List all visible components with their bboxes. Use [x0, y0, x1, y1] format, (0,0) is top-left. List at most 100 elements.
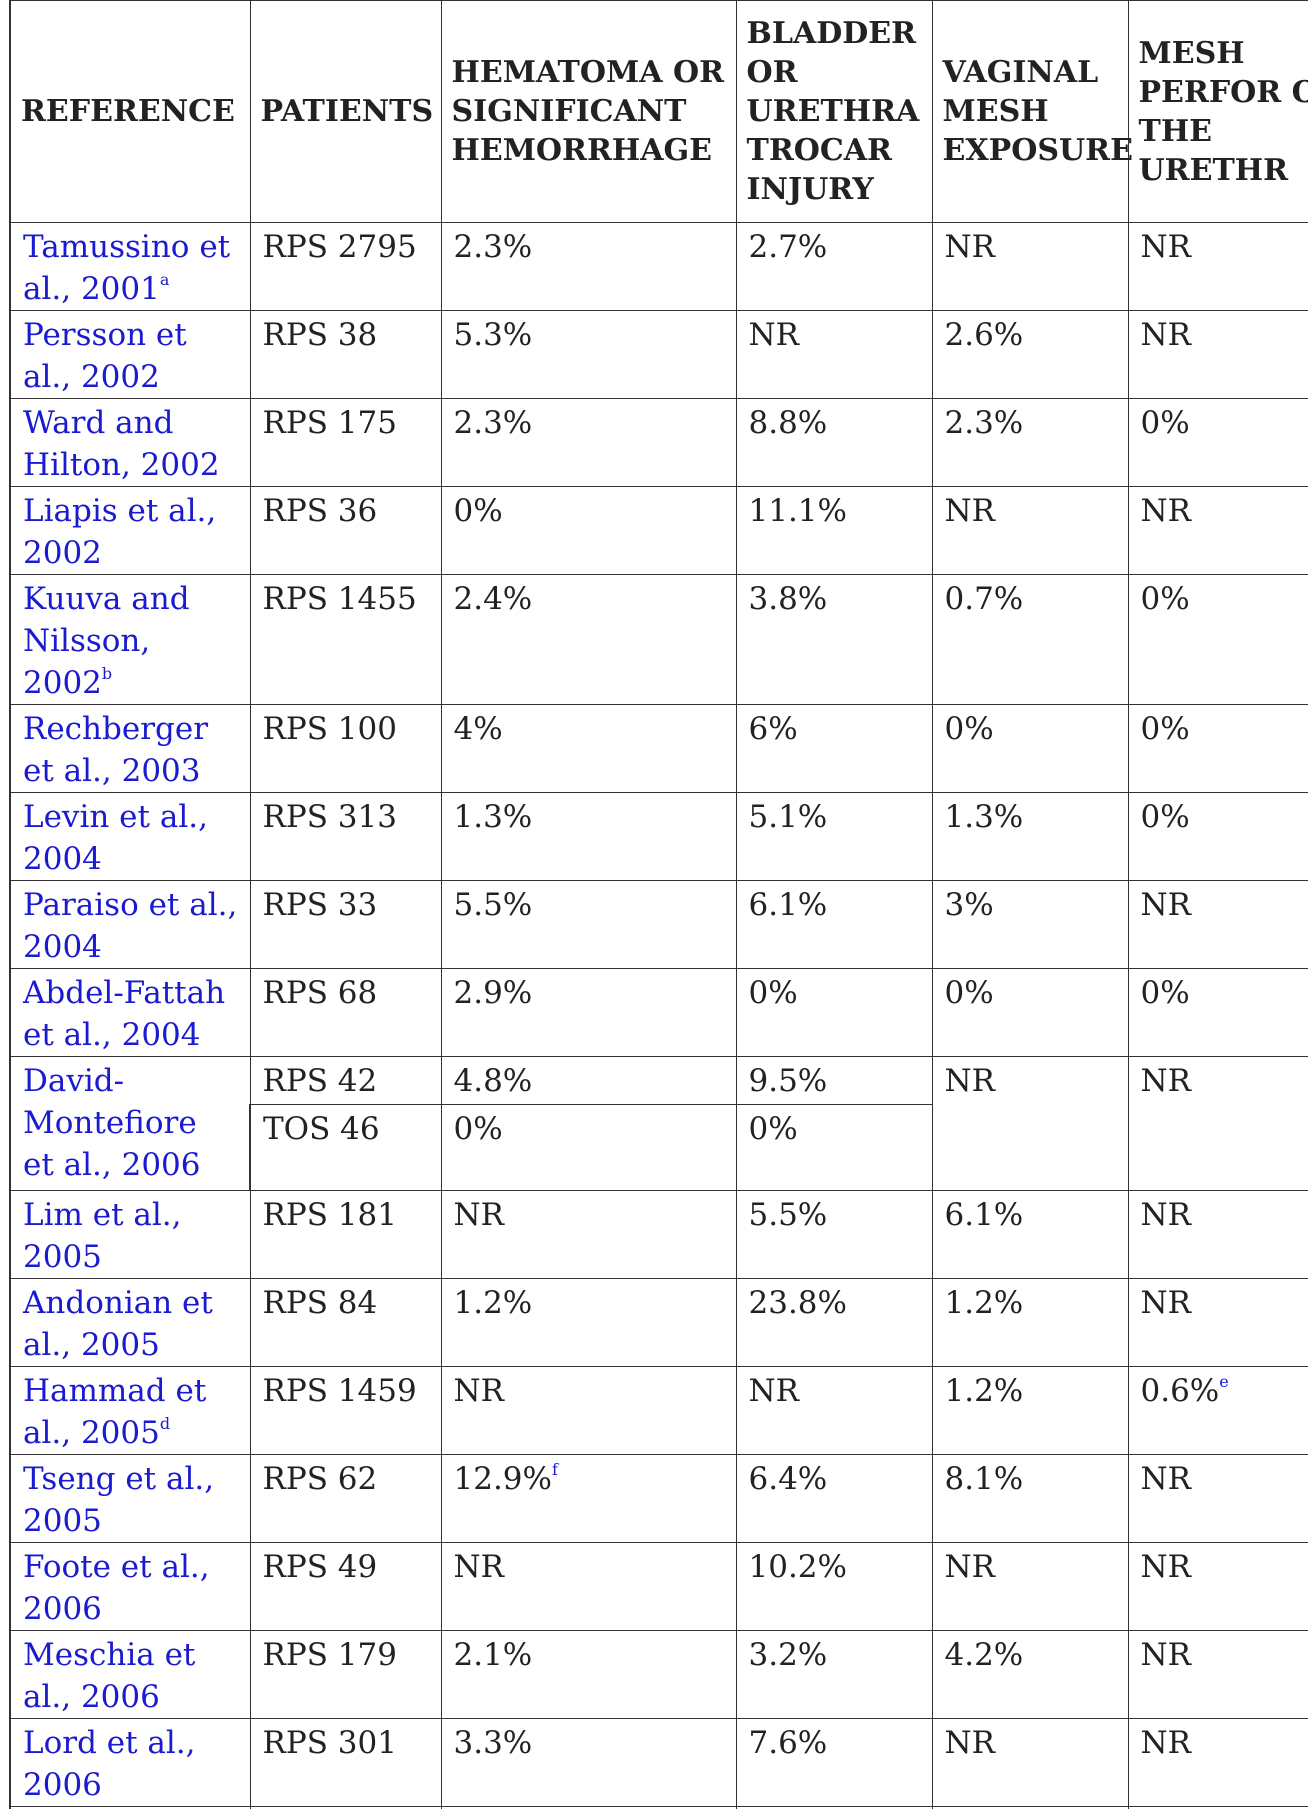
reference-cell: Lim et al., 2005	[9, 1190, 251, 1279]
exposure-cell: 0%	[931, 968, 1129, 1057]
trocar-value: 10.2%	[748, 1549, 847, 1585]
trocar-value: NR	[748, 317, 799, 353]
patients-cell: RPS 33	[249, 880, 442, 969]
patients-value: RPS 68	[262, 975, 378, 1011]
trocar-value: 5.1%	[748, 799, 828, 835]
reference-link[interactable]: Tamussino et al., 2001a	[23, 229, 231, 307]
trocar-value: NR	[748, 1373, 799, 1409]
header-mesh-exposure: VAGINAL MESH EXPOSURE	[931, 0, 1133, 223]
perforation-value: 0%	[1140, 405, 1190, 441]
table-row: Wang et al.,RPS 293.4%3.4%3.4%NR	[9, 1806, 1308, 1809]
perforation-cell: NR	[1127, 1278, 1308, 1367]
patients-cell: RPS 62	[249, 1454, 442, 1543]
reference-link[interactable]: Levin et al., 2004	[23, 799, 208, 877]
perforation-cell: NR	[1127, 1056, 1308, 1191]
patients-value: RPS 49	[262, 1549, 378, 1585]
table-body-continued: Lim et al., 2005 RPS 181 NR 5.5% 6.1% NR Andon…	[9, 1190, 1308, 1809]
exposure-cell: 3%	[931, 880, 1129, 969]
exposure-cell: NR	[931, 1542, 1129, 1631]
exposure-cell: 6.1%	[931, 1190, 1129, 1279]
exposure-cell: NR	[931, 1056, 1129, 1191]
table-row: Liapis et al., 2002 RPS 36 0% 11.1% NR NR	[9, 486, 1308, 575]
patients-value: RPS 36	[262, 493, 378, 529]
hemorrhage-cell: 5.5%	[440, 880, 737, 969]
reference-link[interactable]: Kuuva and Nilsson, 2002b	[23, 581, 190, 701]
reference-cell: Lord et al., 2006	[9, 1718, 251, 1807]
perforation-cell: 0.6%e	[1127, 1366, 1308, 1455]
exposure-value: NR	[944, 229, 995, 265]
exposure-value: NR	[944, 493, 995, 529]
exposure-cell: 2.3%	[931, 398, 1129, 487]
perforation-value: NR	[1140, 1197, 1191, 1233]
table-row: Lim et al., 2005 RPS 181 NR 5.5% 6.1% NR	[9, 1190, 1308, 1279]
perforation-value: 0%	[1140, 975, 1190, 1011]
reference-link[interactable]: Liapis et al., 2002	[23, 493, 217, 571]
exposure-cell: 1.2%	[931, 1366, 1129, 1455]
header-patients: PATIENTS	[249, 0, 442, 223]
hemorrhage-cell: 0%	[440, 1104, 737, 1191]
trocar-cell: 3.8%	[735, 574, 933, 705]
patients-cell: RPS 49	[249, 1542, 442, 1631]
trocar-cell: 2.7%	[735, 222, 933, 311]
reference-link[interactable]: David-Montefiore et al., 2006	[23, 1063, 201, 1183]
hemorrhage-value: 2.4%	[453, 581, 533, 617]
patients-value: RPS 313	[262, 799, 397, 835]
reference-cell: Abdel-Fattah et al., 2004	[9, 968, 251, 1057]
reference-link[interactable]: Abdel-Fattah et al., 2004	[23, 975, 226, 1053]
reference-link[interactable]: Lord et al., 2006	[23, 1725, 196, 1803]
exposure-cell: NR	[931, 222, 1129, 311]
perforation-cell: NR	[1127, 1718, 1308, 1807]
hemorrhage-cell: 2.9%	[440, 968, 737, 1057]
reference-link[interactable]: Lim et al., 2005	[23, 1197, 182, 1275]
footnote-marker[interactable]: e	[1219, 1372, 1229, 1391]
patients-cell: RPS 1459	[249, 1366, 442, 1455]
reference-cell: Tamussino et al., 2001a	[9, 222, 251, 311]
hemorrhage-value: 5.5%	[453, 887, 533, 923]
header-mesh-perforation: MESH PERFOR OF THE URETHR	[1127, 0, 1308, 223]
footnote-marker[interactable]: d	[159, 1414, 171, 1433]
patients-cell: RPS 42	[249, 1056, 442, 1105]
reference-link[interactable]: Hammad et al., 2005d	[23, 1373, 207, 1451]
hemorrhage-cell: 2.1%	[440, 1630, 737, 1719]
patients-cell: RPS 1455	[249, 574, 442, 705]
perforation-cell: NR	[1127, 1454, 1308, 1543]
table-row: Andonian et al., 2005 RPS 84 1.2% 23.8% 1.2%…	[9, 1278, 1308, 1367]
table-row: Tamussino et al., 2001a RPS 2795 2.3% 2.7% N…	[9, 222, 1308, 311]
trocar-cell: 5.1%	[735, 792, 933, 881]
reference-link[interactable]: Ward and Hilton, 2002	[23, 405, 220, 483]
exposure-value: 0%	[944, 711, 994, 747]
reference-link[interactable]: Tseng et al., 2005	[23, 1461, 215, 1539]
perforation-value: NR	[1140, 493, 1191, 529]
table-row: Hammad et al., 2005d RPS 1459 NR NR 1.2% 0.6%…	[9, 1366, 1308, 1455]
reference-cell: Liapis et al., 2002	[9, 486, 251, 575]
patients-value: RPS 1459	[262, 1373, 417, 1409]
patients-value: RPS 301	[262, 1725, 397, 1761]
reference-link[interactable]: Paraiso et al., 2004	[23, 887, 238, 965]
reference-link[interactable]: Andonian et al., 2005	[23, 1285, 213, 1363]
footnote-marker[interactable]: a	[159, 270, 170, 289]
table-row: David-Montefiore et al., 2006 RPS 42 4.8…	[9, 1056, 1308, 1191]
patients-value: RPS 100	[262, 711, 397, 747]
perforation-value: 0%	[1140, 799, 1190, 835]
perforation-value: NR	[1140, 1285, 1191, 1321]
reference-cell: Foote et al., 2006	[9, 1542, 251, 1631]
hemorrhage-value: 0%	[453, 493, 503, 529]
footnote-marker[interactable]: f	[551, 1460, 558, 1479]
patients-value: RPS 62	[262, 1461, 378, 1497]
footnote-marker[interactable]: b	[101, 664, 113, 683]
hemorrhage-cell: 4%	[440, 704, 737, 793]
reference-link[interactable]: Rechberger et al., 2003	[23, 711, 209, 789]
perforation-cell: 0%	[1127, 704, 1308, 793]
hemorrhage-cell: 1.2%	[440, 1278, 737, 1367]
exposure-value: 2.3%	[944, 405, 1024, 441]
patients-value: RPS 175	[262, 405, 397, 441]
hemorrhage-value: 2.1%	[453, 1637, 533, 1673]
reference-link[interactable]: Meschia et al., 2006	[23, 1637, 196, 1715]
reference-link[interactable]: Persson et al., 2002	[23, 317, 187, 395]
reference-link[interactable]: Foote et al., 2006	[23, 1549, 210, 1627]
perforation-cell: NR	[1127, 1190, 1308, 1279]
patients-cell: RPS 84	[249, 1278, 442, 1367]
perforation-value: NR	[1140, 1549, 1191, 1585]
hemorrhage-value: NR	[453, 1197, 504, 1233]
reference-cell: Tseng et al., 2005	[9, 1454, 251, 1543]
